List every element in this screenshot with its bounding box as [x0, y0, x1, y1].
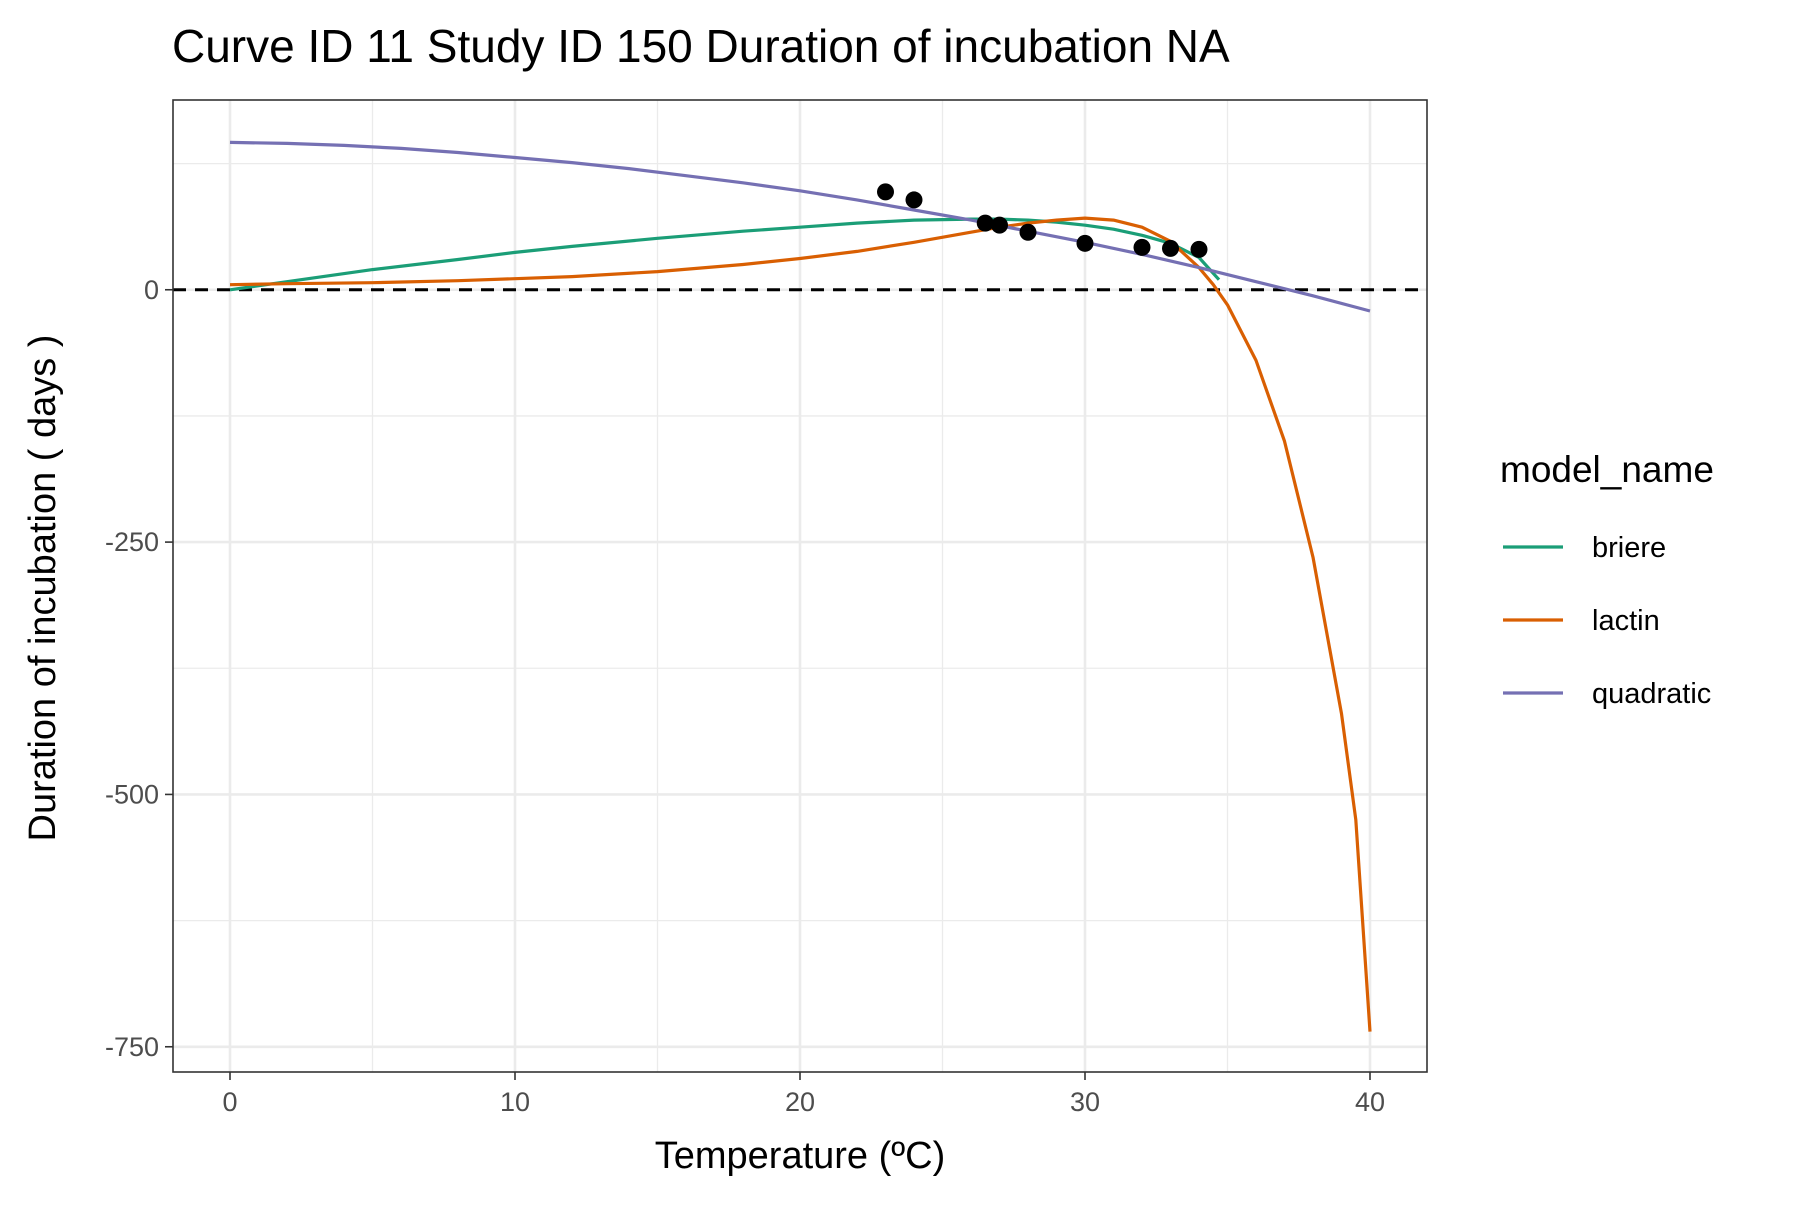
data-point: [1076, 234, 1094, 252]
x-axis-title: Temperature (ºC): [655, 1135, 946, 1177]
x-tick-label: 20: [785, 1087, 815, 1117]
legend-title: model_name: [1500, 449, 1714, 490]
x-tick-label: 0: [222, 1087, 237, 1117]
legend-label-lactin: lactin: [1592, 605, 1660, 637]
data-point: [1190, 240, 1208, 258]
data-point: [1162, 239, 1179, 257]
data-point: [905, 191, 923, 209]
series-line-quadratic: [229, 140, 1371, 313]
data-point: [1133, 238, 1151, 256]
data-point: [877, 183, 894, 201]
series-line-lactin: [229, 216, 1372, 1032]
data-point: [1019, 223, 1037, 241]
plot-panel: [172, 99, 1428, 1073]
y-tick-label: 0: [144, 275, 159, 305]
legend-label-briere: briere: [1592, 532, 1666, 564]
data-point: [991, 216, 1008, 234]
x-tick-label: 30: [1070, 1087, 1100, 1117]
y-tick-label: -250: [105, 527, 159, 557]
data-point: [976, 214, 994, 232]
x-tick-label: 40: [1355, 1087, 1385, 1117]
y-tick-label: -750: [105, 1032, 159, 1062]
series-line-briere: [229, 217, 1221, 292]
y-tick-label: -500: [105, 779, 159, 809]
y-axis-title: Duration of incubation ( days ): [22, 335, 64, 842]
chart-title: Curve ID 11 Study ID 150 Duration of inc…: [172, 20, 1230, 72]
legend-label-quadratic: quadratic: [1592, 678, 1711, 710]
x-tick-label: 10: [500, 1087, 530, 1117]
